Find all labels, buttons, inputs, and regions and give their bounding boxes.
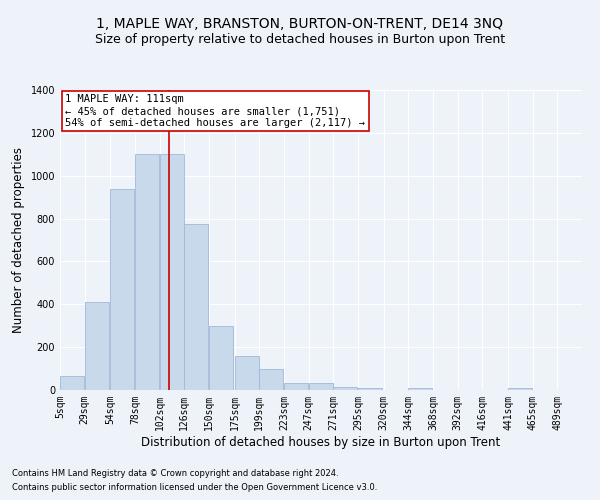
Bar (284, 382, 308, 390)
Bar (184, 224, 208, 390)
Text: 1, MAPLE WAY, BRANSTON, BURTON-ON-TRENT, DE14 3NQ: 1, MAPLE WAY, BRANSTON, BURTON-ON-TRENT,… (97, 18, 503, 32)
Bar (508, 388, 532, 390)
X-axis label: Distribution of detached houses by size in Burton upon Trent: Distribution of detached houses by size … (142, 436, 500, 448)
Bar (85, 302, 109, 390)
Text: Contains HM Land Registry data © Crown copyright and database right 2024.: Contains HM Land Registry data © Crown c… (12, 468, 338, 477)
Bar (135, 154, 159, 390)
Bar (60, 376, 84, 390)
Bar (358, 388, 382, 390)
Bar (259, 368, 283, 390)
Text: Size of property relative to detached houses in Burton upon Trent: Size of property relative to detached ho… (95, 32, 505, 46)
Bar (110, 188, 134, 390)
Bar (409, 388, 432, 390)
Bar (334, 387, 357, 390)
Bar (209, 326, 233, 390)
Bar (308, 382, 332, 390)
Bar (160, 154, 184, 390)
Text: 1 MAPLE WAY: 111sqm
← 45% of detached houses are smaller (1,751)
54% of semi-det: 1 MAPLE WAY: 111sqm ← 45% of detached ho… (65, 94, 365, 128)
Y-axis label: Number of detached properties: Number of detached properties (12, 147, 25, 333)
Text: Contains public sector information licensed under the Open Government Licence v3: Contains public sector information licen… (12, 484, 377, 492)
Bar (235, 356, 259, 390)
